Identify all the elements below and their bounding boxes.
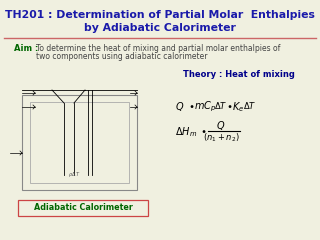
- Text: $(n_1 + n_2)$: $(n_1 + n_2)$: [203, 132, 239, 144]
- Text: by Adiabatic Calorimeter: by Adiabatic Calorimeter: [84, 23, 236, 33]
- Bar: [22, 95, 137, 190]
- Text: TH201 : Determination of Partial Molar  Enthalpies: TH201 : Determination of Partial Molar E…: [5, 10, 315, 20]
- Text: $\Delta H_m$: $\Delta H_m$: [175, 125, 197, 139]
- Text: $Q$: $Q$: [216, 119, 226, 132]
- Text: Theory : Heat of mixing: Theory : Heat of mixing: [183, 70, 295, 79]
- Text: $\bullet$: $\bullet$: [226, 100, 232, 110]
- Text: $Q$: $Q$: [175, 100, 184, 113]
- Text: $mC_p$: $mC_p$: [194, 100, 216, 114]
- Text: Aim :: Aim :: [14, 44, 38, 53]
- Text: $\rho\,\Delta T$: $\rho\,\Delta T$: [68, 170, 81, 179]
- Bar: [18, 200, 148, 216]
- Text: Adiabatic Calorimeter: Adiabatic Calorimeter: [34, 204, 132, 212]
- Text: To determine the heat of mixing and partial molar enthalpies of: To determine the heat of mixing and part…: [36, 44, 280, 53]
- Text: $\bullet$: $\bullet$: [188, 100, 195, 110]
- Bar: [30, 102, 129, 183]
- Text: $\Delta T$: $\Delta T$: [243, 100, 256, 111]
- Text: two components using adiabatic calorimeter: two components using adiabatic calorimet…: [36, 52, 207, 61]
- Text: $\bullet$: $\bullet$: [200, 125, 206, 135]
- Text: $K_e$: $K_e$: [232, 100, 244, 114]
- Text: $\Delta T$: $\Delta T$: [214, 100, 228, 111]
